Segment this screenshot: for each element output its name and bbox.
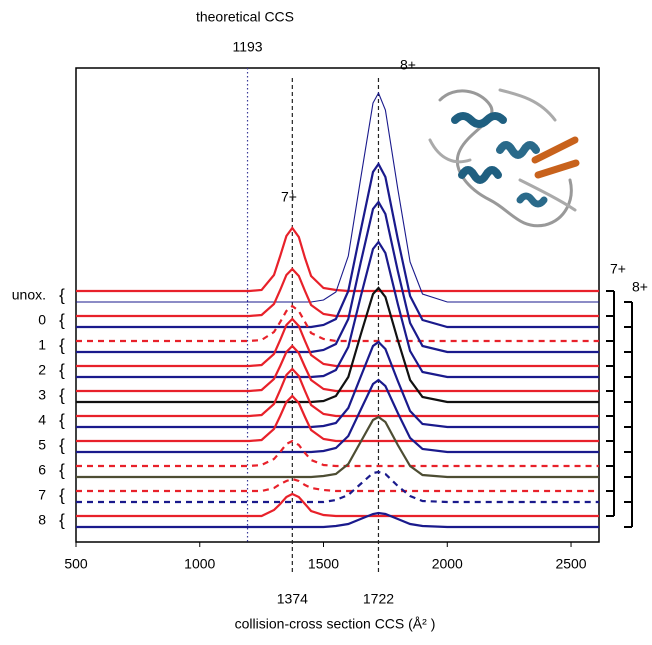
row-label: 0 <box>38 312 46 328</box>
peak-label: 7+ <box>281 189 297 205</box>
x-tick-label: 2500 <box>555 556 586 572</box>
row-brace: { <box>59 385 65 404</box>
ccs-trace <box>76 286 599 404</box>
row-label: 6 <box>38 462 46 478</box>
ccs-trace <box>76 267 599 318</box>
x-tick-label: 1000 <box>184 556 215 572</box>
ccs-trace <box>76 439 599 468</box>
ccs-trace <box>76 200 599 354</box>
row-brace: { <box>59 460 65 479</box>
ccs-trace <box>76 378 599 454</box>
x-axis-label: collision-cross section CCS (Å² ) <box>235 616 436 632</box>
ccs-trace <box>76 340 599 429</box>
reference-label: 1374 <box>277 591 308 607</box>
row-brace: { <box>59 410 65 429</box>
ccs-trace <box>76 344 599 393</box>
protein-structure <box>428 88 580 228</box>
row-brace: { <box>59 510 65 529</box>
ccs-trace <box>76 394 599 443</box>
x-tick-label: 1500 <box>308 556 339 572</box>
ccs-trace <box>76 415 599 479</box>
peak-label: 8+ <box>400 57 416 73</box>
row-brace: { <box>59 310 65 329</box>
row-label: 2 <box>38 362 46 378</box>
row-label: 8 <box>38 512 46 528</box>
ccs-trace <box>76 304 599 343</box>
ccs-trace <box>76 91 599 303</box>
ccs-trace <box>76 511 599 529</box>
ccs-trace <box>76 492 599 518</box>
bracket-label: 7+ <box>610 261 626 277</box>
row-label: 5 <box>38 437 46 453</box>
x-tick-label: 500 <box>64 556 88 572</box>
row-brace: { <box>59 335 65 354</box>
row-brace: { <box>59 485 65 504</box>
ccs-trace <box>76 367 599 418</box>
reference-label: 1722 <box>363 591 394 607</box>
ccs-trace <box>76 240 599 379</box>
row-brace: { <box>59 435 65 454</box>
ccs-trace <box>76 161 599 329</box>
plot-frame <box>75 67 600 543</box>
ccs-trace <box>76 477 599 493</box>
bracket-label: 8+ <box>632 279 648 295</box>
row-label: 3 <box>38 387 46 403</box>
row-brace: { <box>59 360 65 379</box>
x-tick-label: 2000 <box>432 556 463 572</box>
ccs-trace <box>76 317 599 368</box>
ccs-trace <box>76 226 599 293</box>
row-label: 1 <box>38 337 46 353</box>
row-label: 4 <box>38 412 46 428</box>
theoretical-label: theoretical CCS <box>196 9 294 25</box>
row-label: 7 <box>38 487 46 503</box>
reference-label: 1193 <box>232 39 262 55</box>
ccs-trace <box>76 470 599 504</box>
row-label: unox. <box>12 287 46 303</box>
row-brace: { <box>59 285 65 304</box>
